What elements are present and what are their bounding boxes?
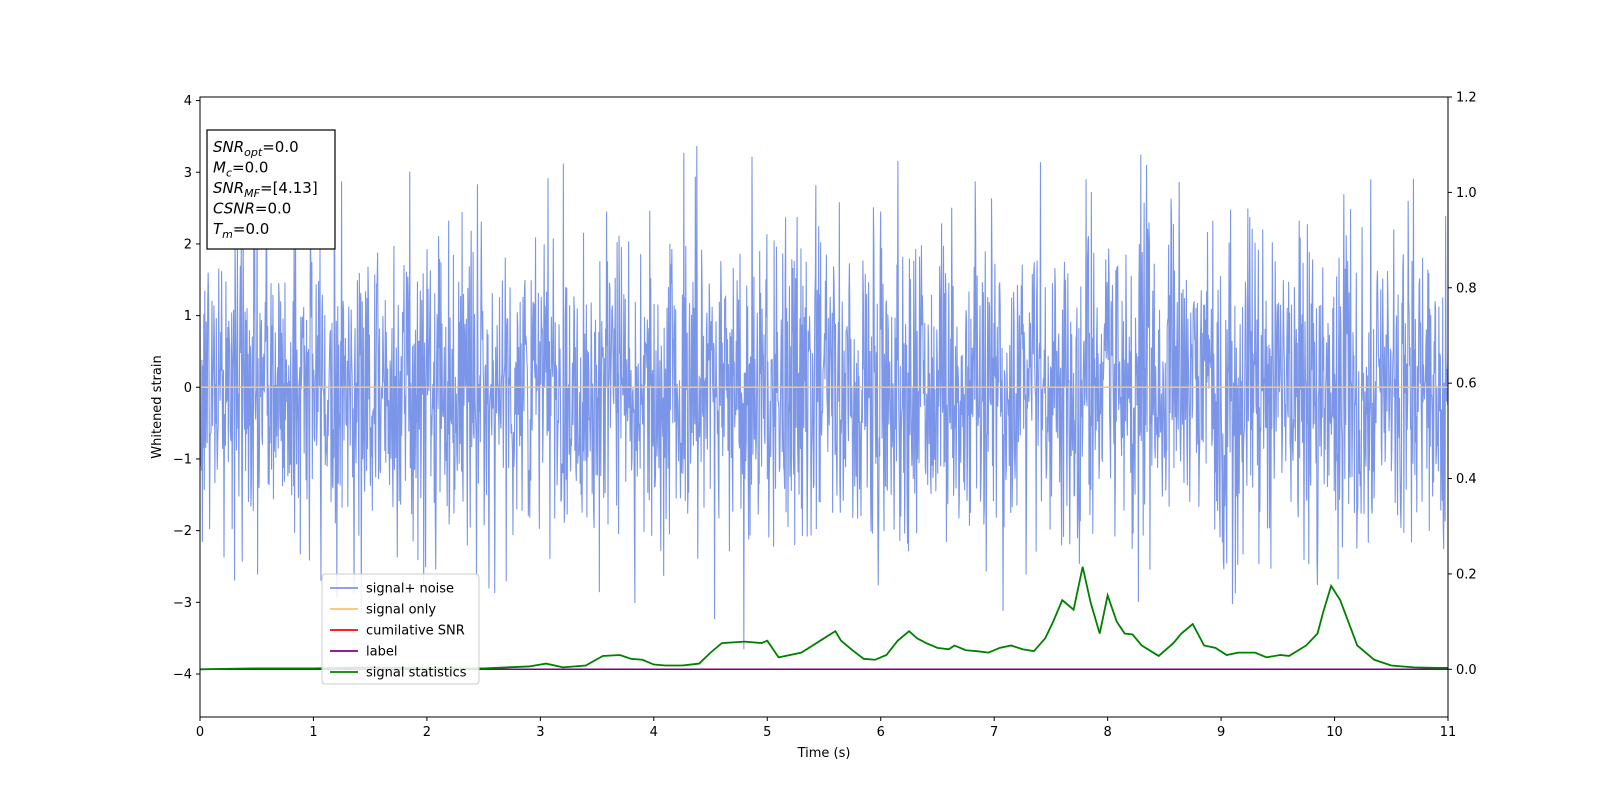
y-left-tick-label: 4 (184, 94, 192, 109)
x-tick-label: 3 (536, 725, 544, 740)
y-right-tick-label: 1.2 (1456, 91, 1477, 106)
y-right-tick-label: 0.2 (1456, 567, 1477, 582)
x-axis-label: Time (s) (797, 746, 851, 761)
series-signal-noise (200, 130, 1448, 650)
info-value: =0.0 (255, 200, 291, 218)
y-left-tick-label: 0 (184, 381, 192, 396)
info-symbol: CSNR (213, 200, 255, 218)
info-symbol: M (213, 159, 226, 177)
legend-label: cumilative SNR (366, 624, 465, 639)
y-right-tick-label: 0.0 (1456, 663, 1477, 678)
info-line: SNRopt=0.0 (213, 138, 299, 159)
info-line: CSNR=0.0 (213, 200, 291, 218)
info-subscript: opt (244, 146, 263, 159)
axes-frame (199, 96, 1449, 718)
legend-label: signal statistics (366, 666, 467, 681)
x-tick-label: 5 (763, 725, 771, 740)
y-right-tick-label: 0.6 (1456, 377, 1477, 392)
info-symbol: SNR (213, 138, 244, 156)
info-line: Tm=0.0 (213, 220, 269, 241)
info-subscript: c (226, 167, 232, 180)
x-tick-label: 7 (990, 725, 998, 740)
y-left-tick-label: 2 (184, 237, 192, 252)
legend-label: signal+ noise (366, 582, 454, 597)
info-annotation-box: SNRopt=0.0Mc=0.0SNRMF=[4.13]CSNR=0.0Tm=0… (206, 129, 336, 250)
y-axis-label: Whitened strain (150, 355, 165, 458)
legend-frame (321, 573, 480, 685)
legend-label: label (366, 645, 397, 660)
x-tick-label: 6 (877, 725, 885, 740)
info-box-frame (206, 129, 336, 250)
series-signal-statistics-line (200, 566, 1448, 671)
legend: signal+ noise signal only cumilative SNR la… (321, 573, 480, 685)
x-tick-label: 10 (1326, 725, 1343, 740)
legend-entries: signal+ noise signal only cumilative SNR la… (330, 582, 467, 681)
info-value: =0.0 (262, 138, 298, 156)
legend-label: signal only (366, 603, 436, 618)
y-left-tick-label: −2 (173, 524, 192, 539)
info-line: Mc=0.0 (213, 159, 268, 180)
x-tick-label: 8 (1103, 725, 1111, 740)
y-right-tick-label: 0.8 (1456, 281, 1477, 296)
y-left-tick-label: −4 (173, 667, 192, 682)
y-left-tick-label: 3 (184, 166, 192, 181)
y-right-tick-label: 1.0 (1456, 186, 1477, 201)
info-subscript: m (222, 228, 233, 241)
y-left-tick-label: 1 (184, 309, 192, 324)
info-value: =0.0 (233, 220, 269, 238)
x-tick-label: 9 (1217, 725, 1225, 740)
y-left-tick-label: −3 (173, 596, 192, 611)
x-tick-label: 1 (309, 725, 317, 740)
info-symbol: SNR (213, 179, 244, 197)
info-value: =0.0 (232, 159, 268, 177)
axis-ticks: 0 1 2 3 4 5 6 7 8 9 10 1143210−1−2−3−41.21.00.80.60… (173, 91, 1477, 741)
y-left-tick-label: −1 (173, 452, 192, 467)
info-subscript: MF (244, 187, 260, 200)
info-line: SNRMF=[4.13] (213, 179, 318, 200)
x-tick-label: 11 (1440, 725, 1457, 740)
info-symbol: T (213, 220, 224, 238)
y-right-tick-label: 0.4 (1456, 472, 1477, 487)
x-tick-label: 2 (423, 725, 431, 740)
x-tick-label: 0 (196, 725, 204, 740)
info-lines: SNRopt=0.0Mc=0.0SNRMF=[4.13]CSNR=0.0Tm=0… (213, 138, 318, 241)
x-tick-label: 4 (650, 725, 658, 740)
info-value: =[4.13] (260, 179, 318, 197)
